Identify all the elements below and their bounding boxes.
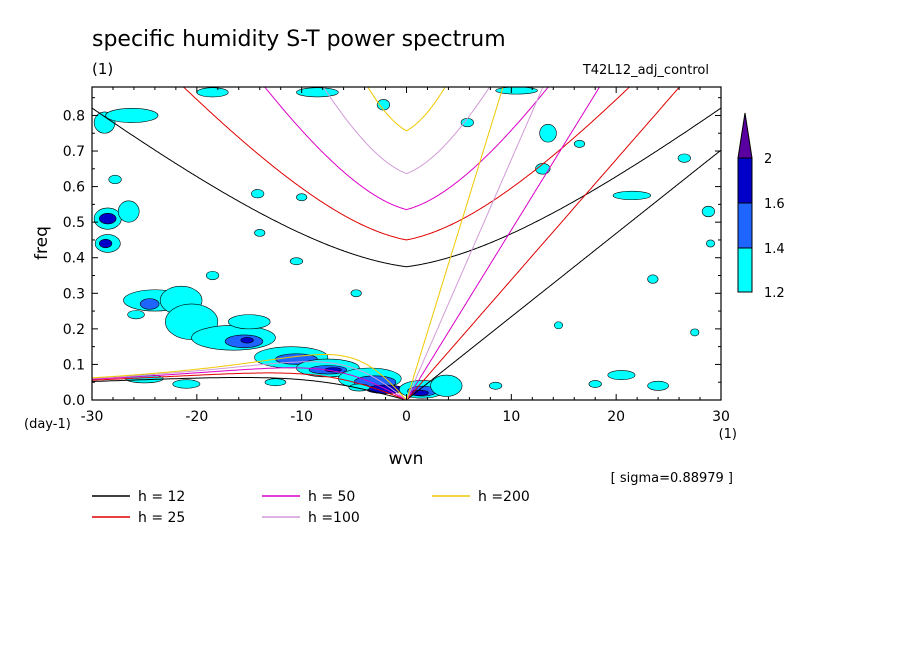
contour-region — [489, 381, 503, 390]
dispersion-curve-gravity — [92, 107, 721, 268]
sigma-annotation: [ sigma=0.88979 ] — [611, 471, 733, 486]
contour-region — [289, 257, 304, 266]
y-tick-label: 0.0 — [63, 393, 85, 409]
x-tick-label: -20 — [185, 409, 208, 425]
dispersion-curve-kelvin — [406, 149, 721, 400]
y-tick-label: 0.2 — [63, 322, 85, 338]
contour-region — [108, 174, 122, 185]
x-tick-label: 30 — [712, 409, 730, 425]
y-axis-label: freq — [32, 226, 52, 260]
contour-region — [105, 108, 159, 123]
contour-region — [535, 163, 551, 175]
y-tick-label: 0.5 — [63, 215, 85, 231]
legend: h = 12 h = 25 h = 50 h =100 h =200 — [92, 489, 530, 526]
colorbar: 1.2 1.4 1.6 2 — [737, 112, 785, 301]
contour-region — [350, 289, 362, 298]
colorbar-label: 1.4 — [764, 242, 785, 257]
dispersion-curve-rossby — [92, 377, 407, 400]
dispersion-curve-rossby — [92, 372, 407, 400]
chart-subtitle-left: (1) — [92, 60, 113, 78]
contour-region — [647, 380, 669, 391]
dispersion-curve-kelvin — [406, 87, 601, 400]
dispersion-curve-kelvin — [406, 87, 681, 400]
colorbar-box — [737, 202, 753, 249]
x-tick-label: -10 — [290, 409, 313, 425]
legend-label: h = 12 — [138, 489, 185, 505]
x-tick-label: 0 — [402, 409, 411, 425]
colorbar-label: 1.6 — [764, 197, 785, 212]
colorbar-arrow — [737, 112, 753, 159]
contour-region — [539, 124, 557, 143]
contour-region — [647, 274, 659, 284]
y-tick-label: 0.6 — [63, 180, 85, 196]
chart-title: specific humidity S-T power spectrum — [92, 27, 506, 52]
y-tick-label: 0.3 — [63, 286, 85, 302]
colorbar-box — [737, 157, 753, 204]
x-axis-label: wvn — [389, 449, 424, 469]
dispersion-curve-kelvin — [406, 87, 544, 400]
y-tick-label: 0.1 — [63, 357, 85, 373]
colorbar-label: 2 — [764, 152, 772, 167]
y-axis-unit: (day-1) — [24, 417, 71, 432]
contour-region — [296, 193, 308, 202]
contour-region — [701, 205, 716, 218]
contour-region — [430, 374, 463, 397]
contour-region — [607, 370, 636, 381]
contour-region — [117, 200, 140, 223]
legend-label: h = 25 — [138, 510, 185, 526]
contour-region — [205, 270, 220, 281]
contour-region — [554, 321, 564, 330]
contour-region — [690, 328, 700, 337]
colorbar-box — [737, 247, 753, 293]
contour-region — [251, 189, 265, 199]
contour-region — [706, 239, 716, 248]
contour-region — [460, 118, 474, 128]
contour-region — [240, 337, 254, 344]
chart-subtitle-right: T42L12_adj_control — [582, 63, 709, 78]
x-tick-label: 20 — [607, 409, 625, 425]
x-tick-label: -30 — [81, 409, 104, 425]
contour-region — [588, 380, 602, 388]
dispersion-curve-gravity — [182, 87, 631, 241]
contour-region — [495, 87, 538, 95]
contour-region — [172, 379, 201, 389]
dispersion-curve-gravity — [264, 87, 549, 211]
contour-region — [573, 140, 586, 148]
x-tick-label: 10 — [502, 409, 520, 425]
dispersion-curve-kelvin — [406, 87, 504, 400]
axes: -30 -20 -10 0 10 20 30 0.0 0.1 0.2 0.3 0.4 0.5 0.6 0.7… — [63, 87, 730, 425]
contour-region — [99, 238, 113, 249]
dispersion-curve-gravity — [322, 87, 491, 175]
contour-region — [296, 87, 339, 98]
contour-region — [139, 298, 160, 310]
y-tick-label: 0.4 — [63, 251, 85, 267]
legend-label: h =100 — [308, 510, 360, 526]
dispersion-curve-rossby — [92, 354, 407, 400]
dispersion-curves — [92, 87, 721, 400]
contour-region — [127, 310, 145, 320]
legend-label: h =200 — [478, 489, 530, 505]
contour-region — [677, 153, 691, 163]
dispersion-curve-rossby — [92, 361, 407, 400]
legend-label: h = 50 — [308, 489, 355, 505]
dispersion-curve-gravity — [367, 87, 446, 132]
contour-region — [196, 87, 229, 98]
dispersion-curve-rossby — [92, 367, 407, 400]
x-axis-unit: (1) — [719, 427, 737, 442]
y-tick-label: 0.8 — [63, 108, 85, 124]
contour-region — [264, 378, 287, 387]
contour-region — [254, 228, 266, 237]
contour-region — [227, 314, 271, 330]
contour-shading — [93, 87, 716, 399]
plot-frame — [91, 86, 722, 401]
y-tick-label: 0.7 — [63, 144, 85, 160]
colorbar-label: 1.2 — [764, 286, 785, 301]
contour-region — [99, 212, 117, 225]
contour-region — [612, 190, 652, 201]
